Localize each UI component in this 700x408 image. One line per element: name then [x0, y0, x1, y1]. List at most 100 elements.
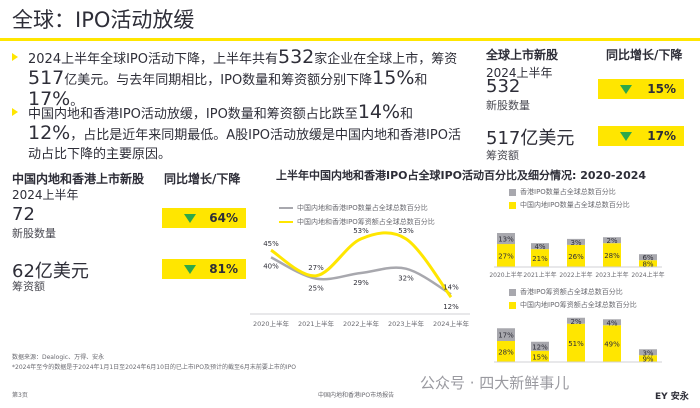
legend-label: 中国内地IPO数量占全球总数百分比: [520, 201, 630, 209]
cn-count-change: 64%: [209, 211, 238, 225]
bar-x-tick: 2023上半年: [595, 271, 628, 279]
bar-mainland: [497, 244, 515, 267]
watermark: 公众号 · 四大新鲜事儿: [420, 374, 570, 392]
cn-proceeds-change-box: 81%: [162, 259, 246, 279]
bar-mainland: [531, 249, 549, 267]
bar-data-label: 51%: [568, 340, 584, 348]
bar-mainland: [531, 350, 549, 362]
legend-swatch: [509, 288, 516, 296]
bar-mainland: [497, 341, 515, 362]
line-data-label: 53%: [353, 227, 369, 235]
cn-count-change-box: 64%: [162, 208, 246, 228]
global-proceeds-change: 17%: [647, 129, 676, 143]
bar-data-label: 2%: [606, 237, 617, 245]
global-proceeds-label: 筹资额: [486, 149, 519, 162]
legend-item: 中国内地和香港IPO筹资额占全球总数百分比: [279, 217, 435, 227]
line-x-tick: 2021上半年: [298, 319, 335, 328]
bar-x-tick: 2020上半年: [489, 271, 522, 279]
bullet-text: 和: [400, 107, 414, 122]
bar-data-label: 3%: [642, 349, 653, 357]
line-data-label: 29%: [353, 279, 369, 287]
global-proceeds-change-box: 17%: [598, 126, 684, 146]
legend-label: 香港IPO筹资额占全球总数百分比: [520, 288, 623, 296]
bullet-number: 14%: [357, 101, 401, 123]
legend-swatch: [279, 207, 293, 209]
bar-data-label: 28%: [498, 349, 514, 357]
bar-x-tick: 2024上半年: [631, 271, 664, 279]
global-proceeds-value: 517亿美元: [486, 128, 575, 149]
cn-proceeds-label: 筹资额: [12, 280, 45, 293]
bar-data-label: 9%: [642, 356, 653, 364]
bullet-marker-icon: [12, 53, 18, 61]
bullet-number: 17%: [28, 88, 71, 110]
bar-data-label: 2%: [570, 318, 581, 326]
bar-mainland: [603, 243, 621, 267]
line-x-tick: 2020上半年: [253, 319, 290, 328]
bullet-text: 中国内地和香港IPO活动放缓，IPO数量和筹资额占比跌至: [28, 107, 358, 122]
bar-mainland: [567, 323, 585, 362]
bar-mainland: [639, 260, 657, 267]
bar-hongkong: [639, 349, 657, 356]
bar-data-label: 21%: [532, 255, 548, 263]
global-count-change-box: 15%: [598, 79, 684, 99]
bar-hongkong: [497, 233, 515, 245]
global-yoy-label: 同比增长/下降: [606, 48, 683, 62]
bar-mainland: [639, 355, 657, 362]
bullet-number: 517: [28, 67, 65, 89]
global-count-label: 新股数量: [486, 99, 530, 112]
footnote: *2024年至今的数据是于2024年1月1日至2024年6月10日的已上市IPO…: [12, 364, 296, 371]
line-data-label: 14%: [443, 283, 459, 291]
bar-hongkong: [639, 254, 657, 261]
bullet-number: 12%: [28, 122, 71, 144]
bar-data-label: 17%: [498, 332, 514, 340]
line-data-label: 25%: [308, 285, 324, 293]
bar-data-label: 27%: [498, 253, 514, 261]
bar-data-label: 3%: [570, 239, 581, 247]
bar-mainland: [603, 325, 621, 362]
down-arrow-icon: [620, 84, 632, 94]
bullet-number: 532: [278, 46, 315, 68]
legend-label: 中国内地和香港IPO筹资额占全球总数百分比: [297, 218, 435, 226]
down-arrow-icon: [184, 213, 196, 223]
line-legend: 中国内地和香港IPO数量占全球总数百分比 中国内地和香港IPO筹资额占全球总数百…: [279, 203, 435, 227]
chart-header: 上半年中国内地和香港IPO占全球IPO活动百分比及细分情况: 2020-2024: [276, 169, 647, 182]
legend-swatch: [509, 301, 516, 309]
line-data-label: 12%: [443, 303, 459, 311]
bar2-legend: 香港IPO筹资额占全球总数百分比 中国内地IPO筹资额占全球总数百分比: [509, 287, 637, 310]
bar1-legend: 香港IPO数量占全球总数百分比 中国内地IPO数量占全球总数百分比: [509, 187, 630, 210]
bullet-text: 和: [414, 73, 428, 88]
global-panel-title: 全球上市新股: [486, 48, 559, 62]
cn-count-value: 72: [12, 204, 35, 225]
legend-item: 中国内地IPO数量占全球总数百分比: [509, 200, 630, 210]
bullet-global: 2024上半年全球IPO活动下降，上半年共有532家企业在全球上市，筹资 517亿…: [12, 48, 462, 111]
legend-swatch: [509, 201, 516, 209]
line-x-tick: 2022上半年: [343, 319, 380, 328]
bar-mainland: [567, 244, 585, 267]
legend-label: 中国内地IPO筹资额占全球总数百分比: [520, 301, 637, 309]
line-x-tick: 2024上半年: [433, 319, 470, 328]
global-count-value: 532: [486, 76, 521, 97]
line-data-label: 40%: [263, 262, 279, 270]
cn-count-label: 新股数量: [12, 227, 56, 240]
cn-panel-title: 中国内地和香港上市新股: [12, 172, 145, 186]
bullet-china: 中国内地和香港IPO活动放缓，IPO数量和筹资额占比跌至14%和 12%，占比是近…: [12, 103, 462, 164]
global-period: 2024上半年: [486, 66, 553, 80]
page-number: 第3页: [12, 392, 28, 399]
bar-data-label: 15%: [532, 353, 548, 361]
line-data-label: 45%: [263, 240, 279, 248]
down-arrow-icon: [184, 264, 196, 274]
cn-proceeds-change: 81%: [209, 262, 238, 276]
bar-hongkong: [567, 238, 585, 245]
page-title: 全球：IPO活动放缓: [12, 8, 195, 32]
global-count-change: 15%: [647, 82, 676, 96]
bullet-text: 家企业在全球上市，筹资: [314, 52, 458, 67]
bar-data-label: 4%: [534, 243, 545, 251]
ey-logo: EY 安永: [655, 392, 689, 402]
bar-hongkong: [497, 328, 515, 341]
bar-data-label: 13%: [498, 236, 514, 244]
bullet-text: 2024上半年全球IPO活动下降，上半年共有: [28, 52, 278, 67]
legend-label: 香港IPO数量占全球总数百分比: [520, 188, 616, 196]
bar-hongkong: [603, 319, 621, 326]
bar-data-label: 4%: [606, 319, 617, 327]
